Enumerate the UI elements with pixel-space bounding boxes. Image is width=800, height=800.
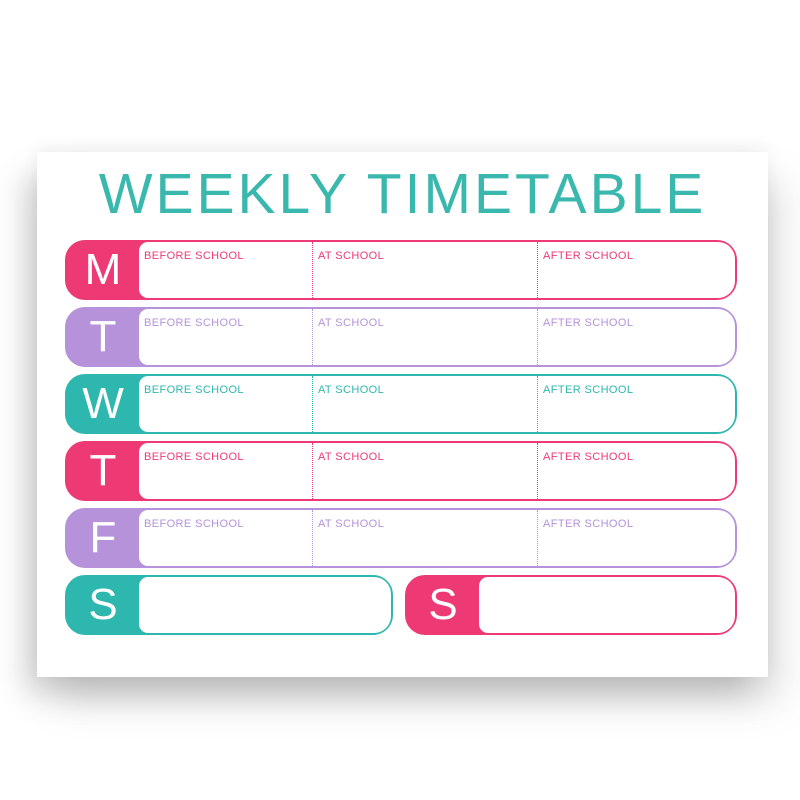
day-letter: S xyxy=(88,580,118,629)
column-label-after-school: AFTER SCHOOL xyxy=(543,384,634,396)
day-row-content: BEFORE SCHOOL AT SCHOOL AFTER SCHOOL xyxy=(139,309,735,365)
column-label-at-school: AT SCHOOL xyxy=(318,451,385,463)
day-tab: F xyxy=(67,510,139,566)
column-label-before-school: BEFORE SCHOOL xyxy=(144,317,244,329)
column-label-after-school: AFTER SCHOOL xyxy=(543,250,634,262)
day-tab: S xyxy=(67,577,139,633)
weekend-box: S xyxy=(65,575,393,635)
weekend-box-content xyxy=(479,577,735,633)
day-row-content: BEFORE SCHOOL AT SCHOOL AFTER SCHOOL xyxy=(139,510,735,566)
schedule-cell-before-school: BEFORE SCHOOL xyxy=(139,242,312,298)
day-tab: M xyxy=(67,242,139,298)
day-row-content: BEFORE SCHOOL AT SCHOOL AFTER SCHOOL xyxy=(139,443,735,499)
weekend-box: S xyxy=(405,575,737,635)
schedule-cell-at-school: AT SCHOOL xyxy=(312,309,537,365)
column-label-at-school: AT SCHOOL xyxy=(318,317,385,329)
day-letter: S xyxy=(428,580,458,629)
column-label-at-school: AT SCHOOL xyxy=(318,384,385,396)
day-letter: T xyxy=(89,446,117,495)
day-row: T BEFORE SCHOOL AT SCHOOL AFTER SCHOOL xyxy=(65,441,737,501)
schedule-cell-before-school: BEFORE SCHOOL xyxy=(139,309,312,365)
schedule-cell-at-school: AT SCHOOL xyxy=(312,242,537,298)
schedule-cell-after-school: AFTER SCHOOL xyxy=(537,510,735,566)
day-row: M BEFORE SCHOOL AT SCHOOL AFTER SCHOOL xyxy=(65,240,737,300)
schedule-cell-after-school: AFTER SCHOOL xyxy=(537,376,735,432)
column-label-after-school: AFTER SCHOOL xyxy=(543,317,634,329)
day-tab: W xyxy=(67,376,139,432)
day-tab: T xyxy=(67,309,139,365)
schedule-cell-before-school: BEFORE SCHOOL xyxy=(139,510,312,566)
page-title: WEEKLY TIMETABLE xyxy=(98,162,707,226)
day-letter: T xyxy=(89,312,117,361)
day-letter: W xyxy=(82,379,124,428)
column-label-after-school: AFTER SCHOOL xyxy=(543,451,634,463)
day-tab: S xyxy=(407,577,479,633)
day-row-content: BEFORE SCHOOL AT SCHOOL AFTER SCHOOL xyxy=(139,376,735,432)
schedule-cell-after-school: AFTER SCHOOL xyxy=(537,242,735,298)
schedule-cell-at-school: AT SCHOOL xyxy=(312,443,537,499)
weekend-box-content xyxy=(139,577,391,633)
timetable-sheet: WEEKLY TIMETABLE M BEFORE SCHOOL AT SCHO… xyxy=(37,152,768,677)
day-letter: F xyxy=(89,513,117,562)
column-label-before-school: BEFORE SCHOOL xyxy=(144,384,244,396)
day-tab: T xyxy=(67,443,139,499)
schedule-cell-at-school: AT SCHOOL xyxy=(312,376,537,432)
schedule-cell-after-school: AFTER SCHOOL xyxy=(537,443,735,499)
column-label-before-school: BEFORE SCHOOL xyxy=(144,250,244,262)
schedule-cell-before-school: BEFORE SCHOOL xyxy=(139,443,312,499)
column-label-before-school: BEFORE SCHOOL xyxy=(144,451,244,463)
day-row-content: BEFORE SCHOOL AT SCHOOL AFTER SCHOOL xyxy=(139,242,735,298)
column-label-before-school: BEFORE SCHOOL xyxy=(144,518,244,530)
day-letter: M xyxy=(84,245,122,294)
day-row: F BEFORE SCHOOL AT SCHOOL AFTER SCHOOL xyxy=(65,508,737,568)
schedule-cell-at-school: AT SCHOOL xyxy=(312,510,537,566)
schedule-cell-after-school: AFTER SCHOOL xyxy=(537,309,735,365)
schedule-cell-before-school: BEFORE SCHOOL xyxy=(139,376,312,432)
column-label-after-school: AFTER SCHOOL xyxy=(543,518,634,530)
column-label-at-school: AT SCHOOL xyxy=(318,250,385,262)
column-label-at-school: AT SCHOOL xyxy=(318,518,385,530)
day-row: T BEFORE SCHOOL AT SCHOOL AFTER SCHOOL xyxy=(65,307,737,367)
day-row: W BEFORE SCHOOL AT SCHOOL AFTER SCHOOL xyxy=(65,374,737,434)
